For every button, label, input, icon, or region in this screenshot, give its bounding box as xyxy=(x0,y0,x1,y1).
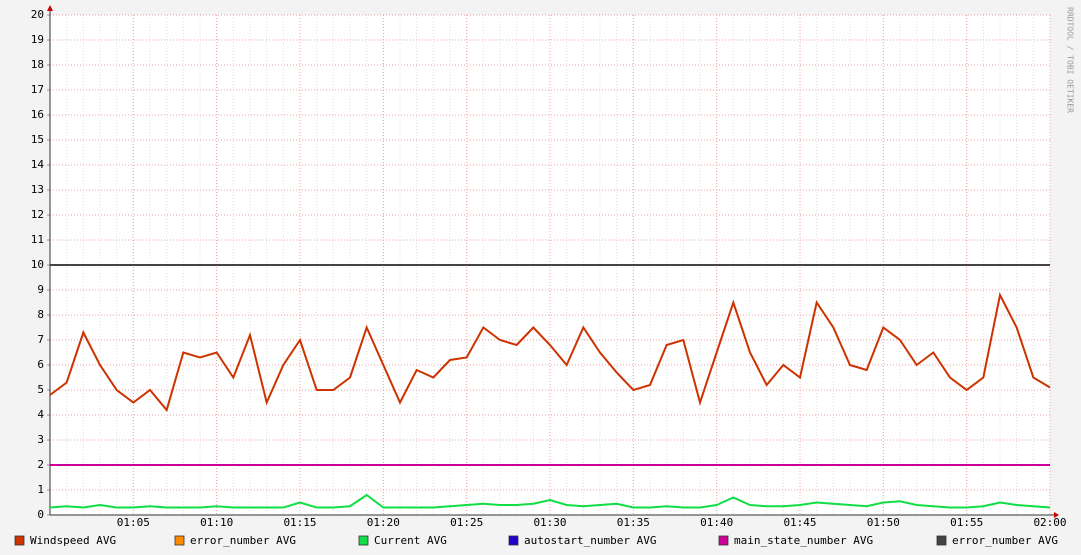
legend-swatch xyxy=(508,535,519,546)
legend-label: Windspeed AVG xyxy=(30,534,116,547)
legend-label: Current AVG xyxy=(374,534,447,547)
legend-label: autostart_number AVG xyxy=(524,534,656,547)
legend-label: error_number AVG xyxy=(190,534,296,547)
watermark: RRDTOOL / TOBI OETIKER xyxy=(1066,7,1075,113)
axis-arrow xyxy=(1054,512,1059,518)
y-tick-label: 0 xyxy=(37,508,44,521)
y-tick-label: 18 xyxy=(31,58,44,71)
x-tick-label: 01:05 xyxy=(117,516,150,529)
x-tick-label: 01:40 xyxy=(700,516,733,529)
legend-swatch xyxy=(358,535,369,546)
y-tick-label: 16 xyxy=(31,108,44,121)
x-tick-label: 01:55 xyxy=(950,516,983,529)
y-tick-label: 9 xyxy=(37,283,44,296)
y-tick-label: 10 xyxy=(31,258,44,271)
legend-swatch xyxy=(936,535,947,546)
x-tick-label: 01:50 xyxy=(867,516,900,529)
x-tick-label: 01:30 xyxy=(533,516,566,529)
legend-swatch xyxy=(14,535,25,546)
y-tick-label: 13 xyxy=(31,183,44,196)
x-tick-label: 01:20 xyxy=(367,516,400,529)
axis-arrow xyxy=(47,5,53,11)
x-tick-label: 01:35 xyxy=(617,516,650,529)
x-tick-label: 01:25 xyxy=(450,516,483,529)
x-tick-label: 01:10 xyxy=(200,516,233,529)
legend-label: error_number AVG xyxy=(952,534,1058,547)
y-tick-label: 3 xyxy=(37,433,44,446)
series-line xyxy=(49,493,1051,509)
series-line xyxy=(49,292,1051,413)
y-tick-label: 5 xyxy=(37,383,44,396)
y-tick-label: 2 xyxy=(37,458,44,471)
y-tick-label: 8 xyxy=(37,308,44,321)
x-tick-label: 01:45 xyxy=(783,516,816,529)
y-tick-label: 19 xyxy=(31,33,44,46)
y-tick-label: 7 xyxy=(37,333,44,346)
y-tick-label: 4 xyxy=(37,408,44,421)
y-tick-label: 1 xyxy=(37,483,44,496)
x-tick-label: 01:15 xyxy=(283,516,316,529)
x-tick-label: 02:00 xyxy=(1033,516,1066,529)
y-tick-label: 20 xyxy=(31,8,44,21)
legend-swatch xyxy=(718,535,729,546)
y-tick-label: 12 xyxy=(31,208,44,221)
y-tick-label: 14 xyxy=(31,158,45,171)
y-tick-label: 11 xyxy=(31,233,44,246)
legend-label: main_state_number AVG xyxy=(734,534,873,547)
y-tick-label: 17 xyxy=(31,83,44,96)
y-tick-label: 6 xyxy=(37,358,44,371)
legend-swatch xyxy=(174,535,185,546)
y-tick-label: 15 xyxy=(31,133,44,146)
